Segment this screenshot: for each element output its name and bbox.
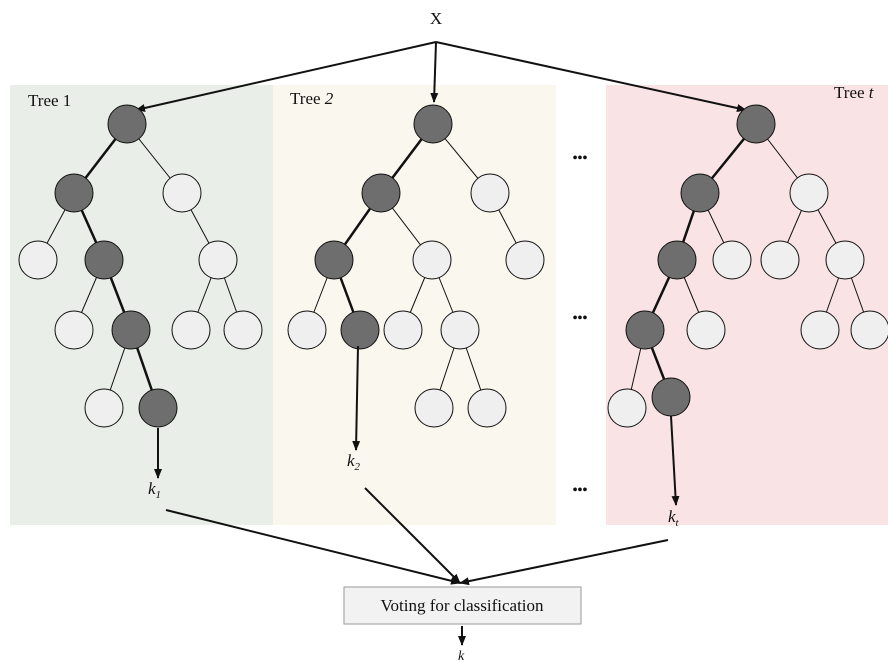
tree-1-title: Tree 1 <box>28 91 71 110</box>
tree-2-path-node <box>315 241 353 279</box>
tree-1-node <box>85 389 123 427</box>
vote-arrow-tree-t <box>460 540 668 583</box>
tree-t-node <box>801 311 839 349</box>
tree-1-path-node <box>139 389 177 427</box>
tree-t-panel <box>606 85 888 525</box>
tree-1-path-node <box>85 241 123 279</box>
final-output-label: k <box>458 649 465 662</box>
tree-2-panel <box>273 85 556 525</box>
ellipsis-bottom: ••• <box>573 483 588 498</box>
tree-2-title: Tree 2 <box>290 89 334 108</box>
tree-2-node <box>468 389 506 427</box>
ellipsis-top: ••• <box>573 151 588 166</box>
tree-2-node <box>384 311 422 349</box>
tree-t-path-node <box>737 105 775 143</box>
tree-2-node <box>441 311 479 349</box>
tree-1-path-node <box>112 311 150 349</box>
tree-2-node <box>413 241 451 279</box>
ellipsis-middle: ••• <box>573 311 588 326</box>
tree-2-node <box>471 174 509 212</box>
tree-t-path-node <box>652 378 690 416</box>
tree-t-title: Tree t <box>834 83 875 102</box>
tree-2-node <box>415 389 453 427</box>
tree-1-node <box>19 241 57 279</box>
tree-t-node <box>608 389 646 427</box>
tree-2-path-node <box>362 174 400 212</box>
tree-t-path-node <box>658 241 696 279</box>
tree-t-node <box>687 311 725 349</box>
tree-t-node <box>713 241 751 279</box>
tree-1-path-node <box>55 174 93 212</box>
tree-t-node <box>851 311 888 349</box>
tree-1-path-node <box>108 105 146 143</box>
tree-1-node <box>163 174 201 212</box>
tree-2-node <box>506 241 544 279</box>
tree-2-node <box>288 311 326 349</box>
tree-t-node <box>790 174 828 212</box>
tree-t-node <box>826 241 864 279</box>
tree-1-node <box>224 311 262 349</box>
tree-1-node <box>172 311 210 349</box>
tree-t-path-node <box>681 174 719 212</box>
tree-t-path-node <box>626 311 664 349</box>
tree-1-node <box>199 241 237 279</box>
tree-2-path-node <box>341 311 379 349</box>
voting-label: Voting for classification <box>380 596 544 615</box>
tree-2-path-node <box>414 105 452 143</box>
tree-t-node <box>761 241 799 279</box>
input-label: X <box>430 9 442 28</box>
tree-1-node <box>55 311 93 349</box>
